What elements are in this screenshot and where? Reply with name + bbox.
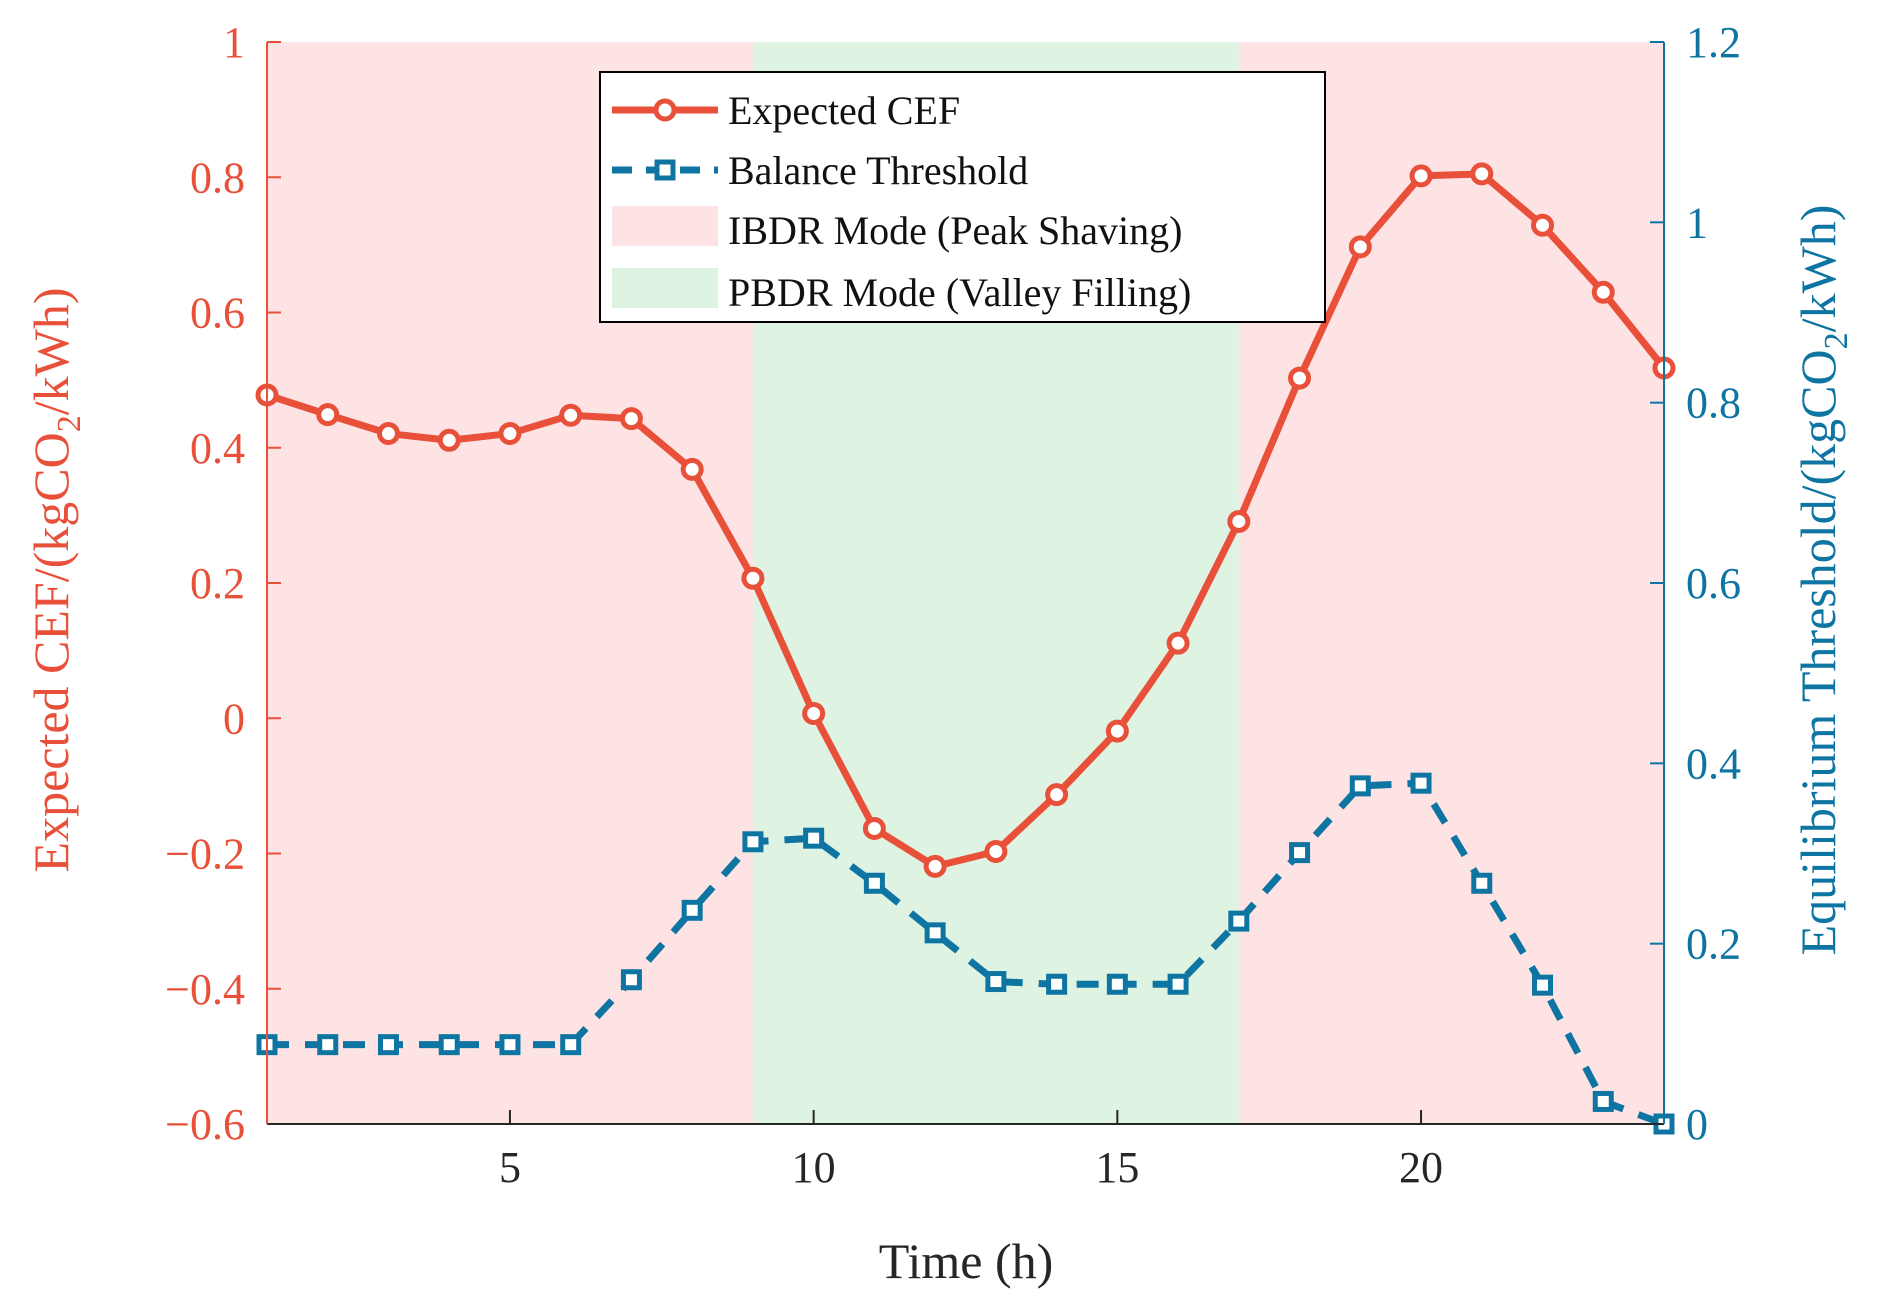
cef-point-19 (1348, 235, 1372, 259)
left-y-tick-label-3: 0 (223, 694, 245, 743)
cef-point-11 (862, 816, 886, 840)
threshold-point-6 (560, 1034, 582, 1056)
x-tick-label-15: 15 (1095, 1143, 1139, 1192)
cef-point-23 (1591, 280, 1615, 304)
legend-entry-balance-threshold: Balance Threshold (612, 148, 1028, 193)
right-y-axis-ticks: 0 0.2 0.4 0.6 0.8 1 1.2 (1650, 18, 1741, 1149)
cef-point-15 (1105, 719, 1129, 743)
left-y-tick-label-4: 0.2 (190, 559, 245, 608)
right-y-axis-title-tail: /kWh) (1790, 205, 1846, 333)
legend-label-balance-threshold: Balance Threshold (728, 148, 1028, 193)
legend-box (599, 71, 1326, 323)
right-y-axis-title-main: Equilibrium Threshold/(kgCO (1790, 349, 1846, 955)
cef-point-16 (1166, 631, 1190, 655)
threshold-point-4 (438, 1034, 460, 1056)
legend-entry-ibdr-mode: IBDR Mode (Peak Shaving) (612, 206, 1182, 253)
threshold-point-11 (863, 872, 885, 894)
left-y-tick-label-5: 0.4 (190, 424, 245, 473)
cef-point-10 (802, 702, 826, 726)
cef-point-8 (680, 457, 704, 481)
cef-point-21 (1470, 162, 1494, 186)
left-y-axis-title-main: Expected CEF/(kgCO (23, 432, 79, 872)
x-tick-label-5: 5 (499, 1143, 521, 1192)
right-y-tick-label-6: 1.2 (1686, 18, 1741, 67)
cef-point-4 (437, 428, 461, 452)
axes-frame (266, 42, 1665, 1125)
left-y-tick-label-2: −0.2 (165, 830, 245, 879)
legend-label-expected-cef: Expected CEF (728, 88, 960, 133)
threshold-point-14 (1046, 973, 1068, 995)
cef-point-7 (619, 407, 643, 431)
x-tick-label-10: 10 (792, 1143, 836, 1192)
legend-entry-expected-cef: Expected CEF (612, 88, 960, 133)
left-y-tick-label-8: 1 (223, 18, 245, 67)
cef-point-12 (923, 854, 947, 878)
threshold-point-2 (317, 1034, 339, 1056)
left-y-tick-label-7: 0.8 (190, 153, 245, 202)
legend: Expected CEF Balance Threshold IBDR Mode… (599, 71, 1326, 323)
threshold-point-5 (499, 1034, 521, 1056)
cef-point-9 (741, 566, 765, 590)
threshold-point-13 (985, 971, 1007, 993)
threshold-point-17 (1228, 910, 1250, 932)
right-y-tick-label-4: 0.8 (1686, 379, 1741, 428)
legend-swatch-ibdr (612, 206, 718, 246)
cef-point-18 (1288, 366, 1312, 390)
legend-label-ibdr-mode: IBDR Mode (Peak Shaving) (728, 208, 1182, 253)
right-y-tick-label-3: 0.6 (1686, 559, 1741, 608)
cef-point-5 (498, 422, 522, 446)
right-y-tick-label-0: 0 (1686, 1100, 1708, 1149)
legend-swatch-pbdr (612, 268, 718, 308)
threshold-point-20 (1410, 772, 1432, 794)
right-y-tick-label-5: 1 (1686, 198, 1708, 247)
expected-cef-series (255, 162, 1676, 878)
legend-label-pbdr-mode: PBDR Mode (Valley Filling) (728, 270, 1191, 315)
x-axis-ticks: 5 10 15 20 (499, 1110, 1443, 1192)
threshold-point-23 (1592, 1090, 1614, 1112)
right-y-tick-label-1: 0.2 (1686, 920, 1741, 969)
legend-entry-pbdr-mode: PBDR Mode (Valley Filling) (612, 268, 1191, 315)
threshold-point-3 (377, 1034, 399, 1056)
x-axis-title: Time (h) (879, 1233, 1054, 1289)
balance-threshold-series (256, 772, 1675, 1135)
cef-point-3 (376, 422, 400, 446)
x-tick-label-20: 20 (1399, 1143, 1443, 1192)
left-y-axis-ticks: −0.6 −0.4 −0.2 0 0.2 0.4 0.6 0.8 1 (165, 18, 281, 1149)
cef-point-22 (1531, 213, 1555, 237)
threshold-point-19 (1349, 775, 1371, 797)
cef-point-20 (1409, 164, 1433, 188)
threshold-point-9 (742, 831, 764, 853)
threshold-point-16 (1167, 973, 1189, 995)
left-y-tick-label-0: −0.6 (165, 1100, 245, 1149)
left-y-tick-label-1: −0.4 (165, 965, 245, 1014)
cef-point-17 (1227, 509, 1251, 533)
threshold-point-18 (1289, 842, 1311, 864)
cef-point-14 (1045, 783, 1069, 807)
legend-swatch-threshold-marker (654, 159, 676, 181)
threshold-point-21 (1471, 872, 1493, 894)
right-y-axis-title: Equilibrium Threshold/(kgCO2/kWh) (1790, 205, 1855, 956)
threshold-point-7 (620, 969, 642, 991)
left-y-axis-title-sub: 2 (51, 415, 88, 432)
threshold-point-15 (1106, 973, 1128, 995)
cef-point-2 (316, 403, 340, 427)
cef-point-6 (559, 403, 583, 427)
left-y-tick-label-6: 0.6 (190, 289, 245, 338)
legend-swatch-cef-marker (653, 98, 677, 122)
left-y-axis-title-tail: /kWh) (23, 288, 79, 416)
threshold-point-22 (1532, 974, 1554, 996)
threshold-point-12 (924, 922, 946, 944)
threshold-point-8 (681, 899, 703, 921)
threshold-point-10 (803, 827, 825, 849)
cef-point-13 (984, 839, 1008, 863)
right-y-axis-title-sub: 2 (1818, 332, 1855, 349)
right-y-tick-label-2: 0.4 (1686, 739, 1741, 788)
left-y-axis-title: Expected CEF/(kgCO2/kWh) (23, 288, 88, 873)
